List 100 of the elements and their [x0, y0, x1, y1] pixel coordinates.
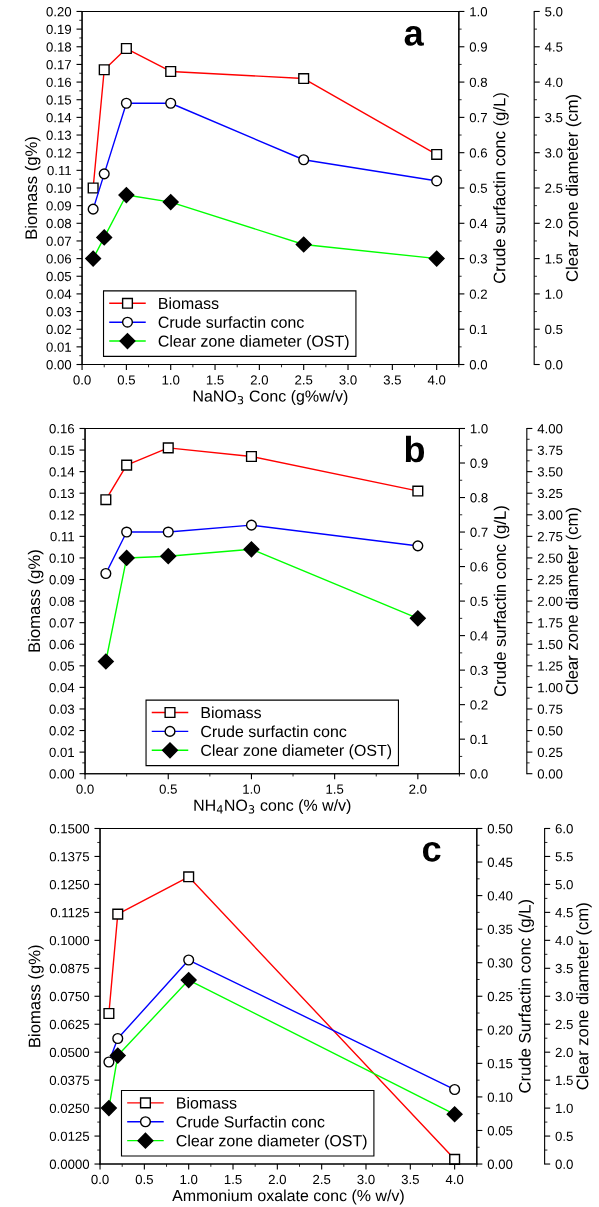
y-tick-label: 0.10: [46, 183, 72, 193]
legend-label: Clear zone diameter (OST): [201, 744, 392, 760]
x-tick-label: 2.0: [409, 784, 427, 794]
y-tick-label: 0.02: [49, 726, 74, 736]
y2-tick-label: 0.9: [470, 458, 488, 468]
y3-tick-label: 4.0: [555, 935, 573, 946]
legend-label: Crude surfactin conc: [158, 316, 304, 328]
y-tick-label: 0.15: [46, 95, 72, 105]
y3-tick-label: 2.0: [545, 218, 563, 229]
x-tick-label: 3.5: [401, 1174, 419, 1185]
y3-tick-label: 1.25: [538, 661, 563, 671]
x-tick-label: 2.0: [250, 375, 269, 385]
y3-tick-label: 2.00: [537, 596, 563, 606]
y2-tick-label: 0.7: [470, 527, 488, 537]
y-tick-label: 0.04: [49, 682, 75, 693]
y-tick-label: 0.0500: [49, 1047, 90, 1058]
y-tick-label: 0.07: [46, 236, 71, 246]
y-tick-label: 0.0250: [49, 1103, 90, 1114]
y-tick-label: 0.16: [49, 424, 75, 434]
y-tick-label: 0.00: [49, 769, 75, 779]
y3-tick-label: 0.5: [555, 1131, 573, 1141]
y2-tick-label: 0.4: [469, 218, 488, 229]
y3-tick-label: 3.00: [537, 510, 563, 520]
y3-tick-label: 6.0: [555, 824, 573, 834]
x-tick-label: 0.5: [135, 1174, 153, 1185]
y3-tick-label: 2.0: [555, 1047, 573, 1058]
y3-tick-label: 5.0: [545, 7, 563, 17]
x-tick-label: 4.0: [445, 1174, 464, 1185]
y3-tick-label: 1.5: [556, 1075, 573, 1086]
y-tick-label: 0.18: [46, 42, 72, 52]
x-tick-label: 3.5: [383, 375, 401, 385]
y-tick-label: 0.01: [46, 342, 71, 352]
y3-tick-label: 1.00: [538, 682, 563, 693]
y-tick-label: 0.10: [49, 553, 75, 563]
y3-tick-label: 1.0: [545, 289, 563, 299]
x-axis-title: NH$_{4}$NO$_{3}$ conc (% w/v): [194, 799, 351, 815]
y-axis-title: Biomass (g%): [27, 550, 44, 652]
y3-tick-label: 2.5: [555, 1019, 573, 1030]
y3-tick-label: 4.5: [544, 42, 563, 52]
legend-label: Crude Surfactin conc: [176, 1115, 325, 1128]
y-tick-label: 0.12: [49, 510, 74, 520]
y2-tick-label: 0.15: [487, 1058, 513, 1069]
x-tick-label: 1.0: [180, 1174, 198, 1185]
annotation: a: [404, 26, 424, 46]
y3-tick-label: 4.00: [537, 424, 563, 434]
x-tick-label: 1.5: [206, 375, 224, 385]
y-tick-label: 0.0625: [49, 1019, 90, 1030]
y3-tick-label: 5.0: [555, 879, 573, 890]
y-tick-label: 0.09: [49, 575, 75, 585]
y-tick-label: 0.1250: [49, 879, 90, 890]
y2-axis-title: Crude surfactin conc (g/L): [493, 93, 509, 284]
y2-tick-label: 1.0: [470, 424, 488, 434]
y-tick-label: 0.08: [46, 218, 72, 229]
y3-tick-label: 2.5: [545, 183, 563, 193]
y-tick-label: 0.1375: [49, 852, 90, 862]
y-tick-label: 0.02: [46, 324, 71, 335]
y2-tick-label: 0.00: [487, 1159, 513, 1169]
y2-tick-label: 0.2: [470, 700, 488, 710]
y-tick-label: 0.15: [49, 445, 75, 455]
y2-tick-label: 0.7: [469, 112, 487, 123]
y3-tick-label: 0.75: [537, 704, 563, 714]
annotation: b: [405, 435, 425, 463]
y2-tick-label: 1.0: [470, 7, 488, 17]
x-axis-title: NaNO$_{3}$ Conc (g%w/v): [193, 390, 348, 405]
y3-tick-label: 1.50: [538, 639, 563, 650]
y-tick-label: 0.08: [49, 596, 75, 606]
y2-tick-label: 0.6: [470, 562, 488, 572]
y2-axis-title: Crude Surfactin conc (g/L): [518, 900, 534, 1093]
y-tick-label: 0.04: [46, 289, 72, 299]
y3-tick-label: 1.0: [556, 1103, 573, 1114]
y3-axis-title: Clear zone diameter (cm): [576, 903, 592, 1090]
y3-tick-label: 2.75: [537, 531, 563, 542]
y2-axis-title: Crude surfactin conc (g/L): [493, 506, 510, 697]
y3-axis-title: Clear zone diameter (cm): [565, 508, 582, 695]
y-tick-label: 0.0875: [49, 963, 90, 974]
y2-tick-label: 0.5: [470, 596, 488, 606]
y2-tick-label: 0.3: [470, 665, 488, 676]
y-tick-label: 0.03: [46, 307, 72, 317]
y3-tick-label: 0.5: [545, 324, 563, 335]
y-tick-label: 0.1500: [49, 824, 90, 834]
x-tick-label: 0.5: [117, 375, 136, 385]
y-tick-label: 0.1000: [49, 935, 90, 946]
x-tick-label: 2.5: [295, 375, 313, 385]
y-tick-label: 0.0125: [49, 1131, 90, 1141]
y-tick-label: 0.06: [46, 254, 72, 264]
y2-tick-label: 0.3: [469, 254, 488, 264]
y-tick-label: 0.0750: [49, 991, 90, 1002]
y-tick-label: 0.11: [50, 531, 74, 542]
x-tick-label: 3.0: [357, 1174, 375, 1185]
y3-tick-label: 3.0: [555, 991, 573, 1002]
y-tick-label: 0.03: [49, 704, 75, 714]
y3-tick-label: 0.0: [545, 360, 563, 370]
y-axis-title: Biomass (g%): [24, 137, 41, 239]
y3-tick-label: 4.5: [555, 908, 573, 918]
y2-tick-label: 0.25: [487, 991, 513, 1002]
y-tick-label: 0.00: [46, 360, 72, 370]
y-tick-label: 0.1125: [50, 907, 90, 918]
y2-tick-label: 0.4: [470, 631, 488, 641]
y3-tick-label: 3.25: [537, 488, 563, 499]
x-tick-label: 2.5: [313, 1174, 331, 1185]
